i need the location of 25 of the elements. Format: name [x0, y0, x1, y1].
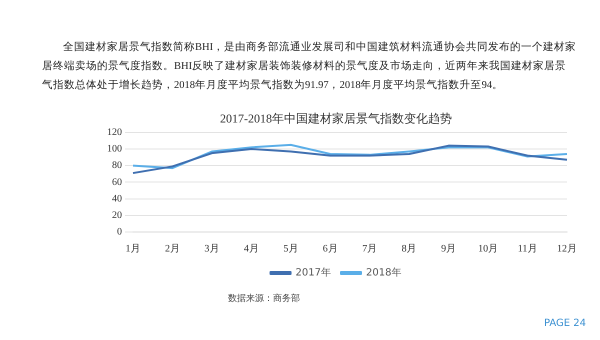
source-note: 数据来源：商务部	[228, 292, 300, 305]
legend-label: 2017年	[296, 266, 332, 279]
y-tick-label: 0	[117, 226, 122, 238]
x-tick-label: 1月	[126, 244, 140, 255]
x-tick-label: 12月	[557, 244, 577, 255]
x-tick-label: 6月	[322, 244, 338, 255]
legend-label: 2018年	[366, 266, 402, 279]
y-tick-label: 60	[112, 176, 122, 188]
x-tick-label: 3月	[204, 244, 220, 255]
y-tick-label: 20	[112, 210, 122, 222]
y-tick-label: 40	[112, 193, 122, 204]
y-tick-label: 100	[107, 144, 122, 155]
x-tick-label: 11月	[518, 244, 538, 255]
chart-title: 2017-2018年中国建材家居景气指数变化趋势	[220, 111, 452, 126]
x-tick-label: 9月	[441, 244, 456, 255]
x-tick-label: 5月	[283, 244, 298, 255]
x-tick-label: 2月	[164, 244, 180, 255]
x-tick-label: 7月	[362, 244, 378, 255]
x-tick-label: 10月	[478, 244, 498, 255]
x-tick-label: 8月	[402, 244, 417, 255]
text: PAGE 24	[544, 318, 586, 329]
text: 全国建材家居景气指数简称BHI，是由商务部流通业发展司和中国建筑材料流通协会共同发布的一个建材家居终端卖场的景气度指数。BHI反映了建材家居装饰装修材料的景气度及市场走向，近两年来我国建材家居景气指数总体处于增长趋势，2018年月度平均景气指数为91.97，2018年月度平均景气指数升至94。	[42, 40, 577, 93]
x-tick-label: 4月	[244, 244, 259, 255]
y-tick-label: 80	[112, 160, 122, 172]
y-tick-label: 120	[107, 127, 122, 138]
